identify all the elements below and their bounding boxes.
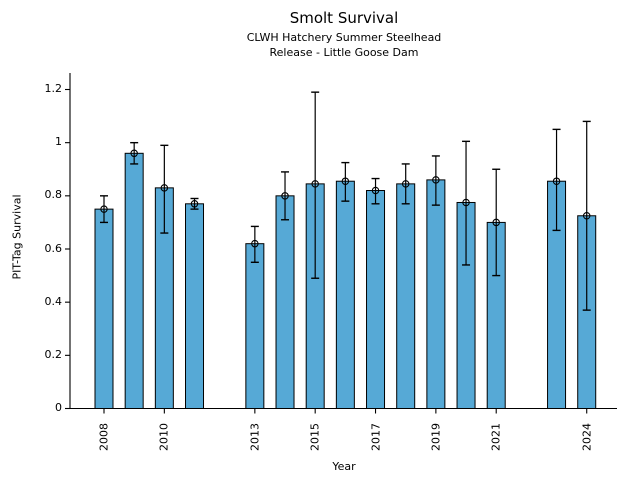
survival-bar (396, 183, 416, 409)
point-estimate-marker (160, 184, 169, 192)
point-estimate-marker (582, 212, 591, 220)
chart-title: Smolt Survival (289, 9, 399, 27)
chart-subtitle-line2: Release - Little Goose Dam (269, 46, 419, 60)
x-tick-label: 2010 (157, 423, 171, 451)
x-tick-label: 2021 (489, 423, 503, 451)
survival-bar (335, 180, 355, 409)
point-estimate-marker (341, 177, 350, 185)
y-axis-label: PIT-Tag Survival (10, 194, 24, 280)
x-tick-label: 2015 (308, 423, 322, 451)
point-estimate-marker (552, 177, 561, 185)
point-estimate-marker (371, 186, 380, 195)
y-tick-label: 1.2 (44, 82, 63, 95)
x-tick-label: 2013 (248, 423, 262, 451)
point-estimate-marker (100, 205, 108, 213)
x-axis-label: Year (332, 460, 356, 473)
survival-bar (426, 179, 446, 409)
point-estimate-marker (130, 149, 138, 158)
x-tick-label: 2008 (97, 423, 111, 451)
chart-subtitle-line1: CLWH Hatchery Summer Steelhead (246, 30, 442, 44)
y-tick-label: 1 (55, 135, 62, 149)
point-estimate-marker (401, 180, 410, 188)
x-tick-label: 2024 (580, 423, 594, 451)
point-estimate-marker (311, 180, 319, 188)
point-estimate-marker (190, 200, 199, 208)
y-tick-label: 0.4 (44, 294, 63, 308)
point-estimate-marker (432, 176, 440, 184)
chart-header: Smolt Survival CLWH Hatchery Summer Stee… (70, 9, 618, 61)
x-tick-label: 2019 (429, 423, 443, 451)
survival-bar (366, 190, 386, 409)
x-tick-label: 2017 (369, 423, 383, 451)
survival-bar (245, 243, 265, 409)
point-estimate-marker (281, 192, 289, 200)
survival-bar (275, 195, 295, 409)
point-estimate-marker (462, 198, 470, 207)
y-tick-label: 0.8 (44, 188, 63, 202)
y-tick-label: 0 (55, 401, 62, 414)
point-estimate-marker (492, 218, 500, 227)
point-estimate-marker (251, 239, 259, 248)
y-tick-label: 0.6 (44, 241, 63, 255)
survival-bar (94, 208, 114, 409)
y-tick-label: 0.2 (44, 347, 63, 361)
survival-bar (185, 203, 205, 409)
survival-bar (124, 152, 144, 409)
